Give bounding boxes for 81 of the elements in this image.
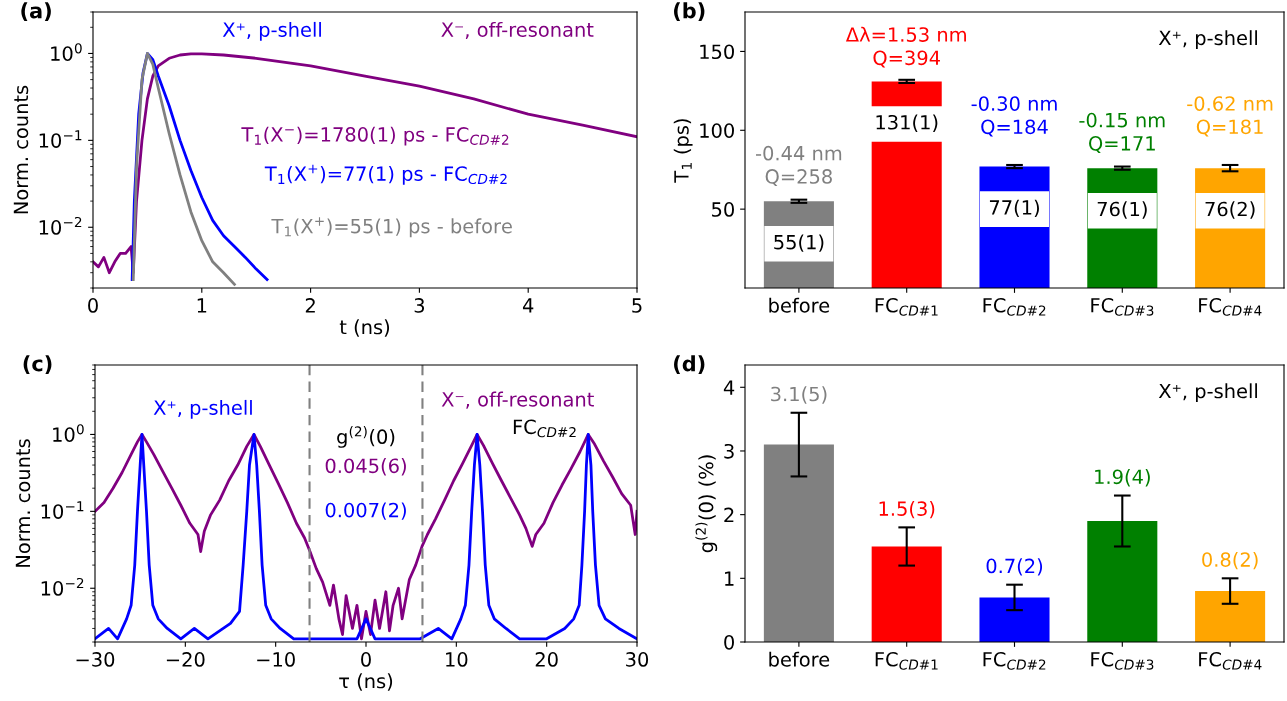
x-tick-label: FC$_{CD#2}$ <box>983 651 1046 670</box>
annotation: -0.30 nm Q=184 <box>971 96 1057 137</box>
x-tick-label: 1 <box>197 298 207 313</box>
x-tick-label: 2 <box>305 298 315 313</box>
annotation: -0.15 nm Q=171 <box>1079 112 1165 153</box>
data-label: 1.9(4) <box>1095 469 1150 487</box>
x-tick-label: before <box>769 297 830 313</box>
chart-title: (d) <box>674 355 705 374</box>
y-tick-label: 10$^{−2}$ <box>41 577 84 596</box>
annotation: X⁺, p-shell <box>1158 383 1257 403</box>
data-label: 76(2) <box>1205 201 1255 219</box>
x-tick-label: 0 <box>88 298 98 313</box>
x-tick-label: FC$_{CD#2}$ <box>983 297 1046 316</box>
annotation: -0.44 nm Q=258 <box>755 145 842 187</box>
y-tick-label: 4 <box>723 380 735 395</box>
annotation: 0.007(2) <box>325 502 406 520</box>
data-label: 76(1) <box>1097 201 1147 219</box>
x-tick-label: −10 <box>257 652 295 667</box>
bar <box>1195 591 1266 642</box>
series-label: X⁻, off-resonant <box>441 391 594 409</box>
y-tick-label: 150 <box>700 44 734 60</box>
data-label: 1.5(3) <box>879 500 935 519</box>
annotation: FC$_{CD#2}$ <box>513 419 576 438</box>
data-label: 77(1) <box>989 199 1039 218</box>
annotation: Δλ=1.53 nm Q=394 <box>845 26 966 68</box>
y-tick-label: 10$^{0}$ <box>51 43 82 61</box>
annotation: -0.62 nm Q=181 <box>1187 96 1273 137</box>
data-label: 3.1(5) <box>771 386 827 404</box>
x-tick-label: 10 <box>446 652 468 667</box>
x-tick-label: FC$_{CD#1}$ <box>875 651 938 670</box>
annotation: X⁺, p-shell <box>1158 30 1257 50</box>
x-tick-label: 5 <box>632 298 642 313</box>
x-tick-label: 3 <box>414 298 425 313</box>
x-tick-label: −20 <box>166 652 205 667</box>
line-series <box>131 52 236 286</box>
y-axis-title: Norm. counts <box>15 439 31 567</box>
y-axis-title: g$^{(2)}$(0) (%) <box>695 455 718 553</box>
annotation: T$_{1}$(X$^{+}$)=55(1) ps - before <box>271 217 512 238</box>
x-tick-label: FC$_{CD#4}$ <box>1199 651 1262 670</box>
y-tick-label: 10$^{0}$ <box>53 424 84 442</box>
y-tick-label: 0 <box>724 634 734 650</box>
text: X⁻, off-resonant <box>441 21 594 39</box>
x-tick-label: −30 <box>76 652 115 667</box>
x-axis-title: τ (ns) <box>339 673 393 691</box>
y-tick-label: 10$^{−2}$ <box>39 216 82 235</box>
annotation: g$^{(2)}$(0) <box>337 426 395 448</box>
x-tick-label: FC$_{CD#3}$ <box>1091 297 1154 316</box>
y-tick-label: 100 <box>700 123 734 138</box>
chart-title: (a) <box>21 2 51 21</box>
y-axis-title: T$_{1}$ (ps) <box>673 119 693 183</box>
chart-title: (b) <box>674 2 705 21</box>
text: X⁺, p-shell <box>222 21 321 41</box>
annotation: T$_{1}$(X$^{+}$)=77(1) ps - FC$_{CD#2}$ <box>264 164 507 185</box>
y-tick-label: 50 <box>712 202 734 217</box>
bar <box>979 597 1050 642</box>
data-label: 0.8(2) <box>1202 551 1258 570</box>
x-tick-label: FC$_{CD#3}$ <box>1091 651 1154 670</box>
x-tick-label: FC$_{CD#1}$ <box>875 297 938 316</box>
bar <box>1087 521 1158 642</box>
x-axis-title: t (ns) <box>339 319 390 337</box>
x-tick-label: 30 <box>626 652 649 667</box>
x-tick-label: before <box>769 651 830 667</box>
y-tick-label: 3 <box>724 443 734 459</box>
x-tick-label: 0 <box>361 652 371 667</box>
annotation: 0.045(6) <box>325 458 406 476</box>
y-tick-label: 10$^{−1}$ <box>39 130 82 148</box>
bar <box>871 546 942 642</box>
y-axis-title: Norm. counts <box>13 85 29 214</box>
data-label: 55(1) <box>774 234 824 252</box>
y-tick-label: 2 <box>724 507 734 523</box>
data-label: 131(1) <box>876 114 938 132</box>
x-tick-label: FC$_{CD#4}$ <box>1199 297 1262 316</box>
x-tick-label: 4 <box>522 298 534 313</box>
data-label: 0.7(2) <box>986 558 1043 576</box>
x-tick-label: 20 <box>535 652 558 667</box>
bar <box>763 444 834 642</box>
series-label: X⁺, p-shell <box>153 399 252 419</box>
annotation: T$_{1}$(X$^{−}$)=1780(1) ps - FC$_{CD#2}$ <box>241 126 509 146</box>
y-tick-label: 1 <box>725 571 734 586</box>
chart-title: (c) <box>23 355 52 374</box>
y-tick-label: 10$^{−1}$ <box>41 501 84 519</box>
